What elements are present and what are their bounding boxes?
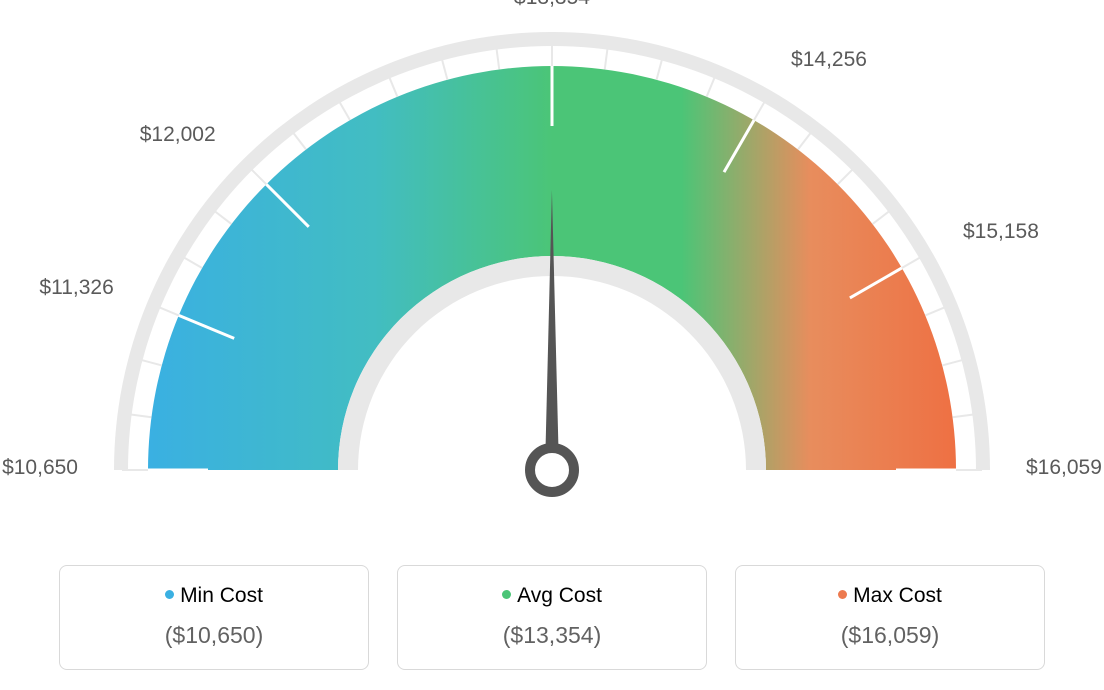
legend-value-avg: ($13,354): [408, 622, 696, 649]
legend-card-avg: Avg Cost ($13,354): [397, 565, 707, 670]
legend-title-avg: Avg Cost: [408, 584, 696, 608]
legend-row: Min Cost ($10,650) Avg Cost ($13,354) Ma…: [0, 565, 1104, 670]
legend-card-max: Max Cost ($16,059): [735, 565, 1045, 670]
dot-icon: [838, 590, 847, 599]
dot-icon: [502, 590, 511, 599]
legend-title-text: Avg Cost: [517, 584, 602, 607]
gauge-tick-label: $16,059: [1026, 456, 1102, 480]
legend-title-text: Max Cost: [853, 584, 942, 607]
gauge-tick-label: $11,326: [39, 276, 113, 300]
gauge-chart: $10,650 $11,326 $12,002 $13,354 $14,256 $15,1…: [0, 0, 1104, 540]
gauge-tick-label: $10,650: [2, 456, 78, 480]
gauge-tick-label: $13,354: [514, 0, 590, 10]
gauge-tick-label: $12,002: [140, 123, 216, 147]
gauge-svg: [0, 0, 1104, 540]
legend-title-min: Min Cost: [70, 584, 358, 608]
legend-card-min: Min Cost ($10,650): [59, 565, 369, 670]
legend-value-min: ($10,650): [70, 622, 358, 649]
legend-title-text: Min Cost: [180, 584, 263, 607]
gauge-tick-label: $14,256: [791, 48, 867, 72]
dot-icon: [165, 590, 174, 599]
legend-value-max: ($16,059): [746, 622, 1034, 649]
legend-title-max: Max Cost: [746, 584, 1034, 608]
gauge-tick-label: $15,158: [963, 220, 1039, 244]
